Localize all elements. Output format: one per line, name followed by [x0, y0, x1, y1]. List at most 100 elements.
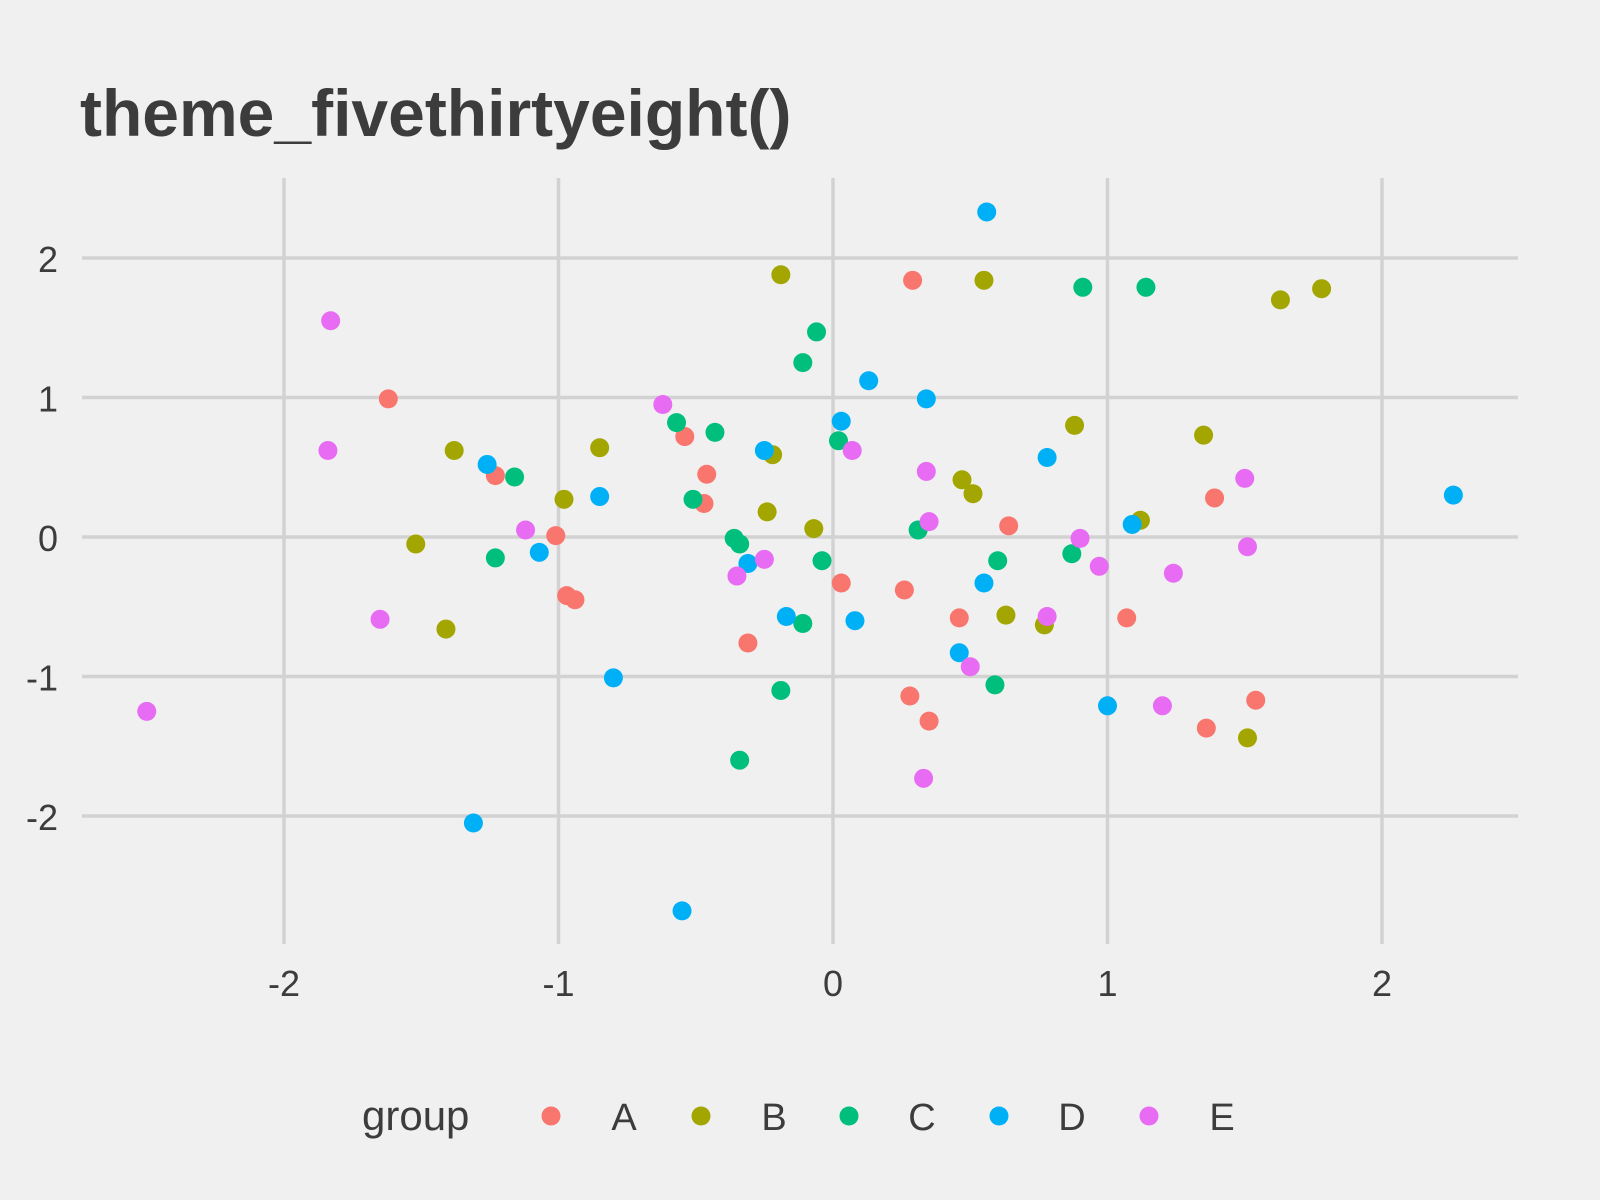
axis-tick-labels: -2 -1 0 1 2 -2 -1 0 1 2 — [26, 239, 1392, 1004]
data-point — [771, 265, 791, 285]
legend-item-C: C — [839, 1097, 936, 1139]
data-point — [590, 487, 610, 507]
data-point — [916, 461, 936, 481]
data-point — [845, 611, 865, 631]
x-tick-label: 2 — [1372, 963, 1392, 1004]
data-point — [444, 441, 464, 461]
data-point — [667, 413, 687, 433]
data-point — [683, 489, 703, 509]
data-point — [1065, 415, 1085, 435]
legend-label: D — [1058, 1097, 1085, 1139]
data-points — [137, 202, 1463, 921]
data-point — [603, 668, 623, 688]
data-point — [738, 554, 758, 574]
data-point — [914, 768, 934, 788]
data-point — [318, 441, 338, 461]
data-point — [672, 901, 692, 921]
data-point — [831, 411, 851, 431]
data-point — [554, 489, 574, 509]
legend-label: C — [908, 1097, 935, 1139]
data-point — [565, 590, 585, 610]
legend-item-E: E — [1139, 1097, 1235, 1139]
data-point — [916, 389, 936, 409]
data-point — [831, 573, 851, 593]
data-point — [974, 270, 994, 290]
data-point — [370, 609, 390, 629]
data-point — [1194, 425, 1214, 445]
y-tick-label: 2 — [38, 239, 58, 280]
data-point — [730, 534, 750, 554]
data-point — [436, 619, 456, 639]
data-point — [974, 573, 994, 593]
data-point — [754, 549, 774, 569]
data-point — [1270, 290, 1290, 310]
data-point — [485, 548, 505, 568]
y-tick-label: 1 — [38, 379, 58, 420]
data-point — [590, 438, 610, 458]
data-point — [988, 551, 1008, 571]
data-point — [529, 542, 549, 562]
chart-title: theme_fivethirtyeight() — [80, 76, 791, 150]
data-point — [949, 608, 969, 628]
x-tick-label: -2 — [268, 963, 300, 1004]
data-point — [949, 643, 969, 663]
data-point — [321, 311, 341, 331]
data-point — [828, 431, 848, 451]
data-point — [793, 353, 813, 373]
data-point — [952, 470, 972, 490]
data-point — [1443, 485, 1463, 505]
data-point — [996, 605, 1016, 625]
data-point — [406, 534, 426, 554]
data-point — [1237, 537, 1257, 557]
y-tick-label: 0 — [38, 518, 58, 559]
data-point — [653, 394, 673, 414]
series-E — [137, 311, 1257, 788]
data-point — [697, 464, 717, 484]
data-point — [477, 454, 497, 474]
data-point — [754, 441, 774, 461]
data-point — [1237, 728, 1257, 748]
data-point — [546, 526, 566, 546]
data-point — [730, 750, 750, 770]
legend-item-A: A — [541, 1097, 637, 1139]
data-point — [1136, 277, 1156, 297]
data-point — [1098, 696, 1117, 716]
data-point — [675, 427, 695, 447]
x-tick-label: 0 — [823, 963, 843, 1004]
data-point — [1122, 514, 1142, 534]
data-point — [463, 813, 483, 833]
data-point — [1205, 488, 1225, 508]
legend: group A B C D E — [362, 1092, 1235, 1139]
data-point — [894, 580, 914, 600]
data-point — [859, 371, 879, 391]
data-point — [1062, 544, 1082, 564]
data-point — [1117, 608, 1137, 628]
legend-item-D: D — [989, 1097, 1086, 1139]
data-point — [807, 322, 827, 342]
legend-label: E — [1209, 1097, 1234, 1139]
legend-label: A — [611, 1097, 637, 1139]
data-point — [505, 467, 525, 487]
data-point — [1235, 468, 1255, 488]
data-point — [1163, 563, 1183, 583]
series-A — [378, 270, 1266, 738]
data-point — [1152, 696, 1172, 716]
data-point — [727, 566, 747, 586]
y-tick-label: -2 — [26, 797, 58, 838]
data-point — [812, 551, 832, 571]
legend-key — [989, 1106, 1009, 1126]
data-point — [793, 613, 813, 633]
data-point — [776, 607, 796, 627]
data-point — [757, 502, 777, 522]
data-point — [1070, 528, 1090, 548]
data-point — [1312, 279, 1332, 299]
series-D — [463, 202, 1463, 921]
data-point — [963, 484, 983, 504]
data-point — [516, 520, 536, 540]
data-point — [985, 675, 1005, 695]
data-point — [804, 519, 824, 539]
legend-key — [541, 1106, 561, 1126]
series-C — [485, 277, 1156, 770]
data-point — [900, 686, 920, 706]
